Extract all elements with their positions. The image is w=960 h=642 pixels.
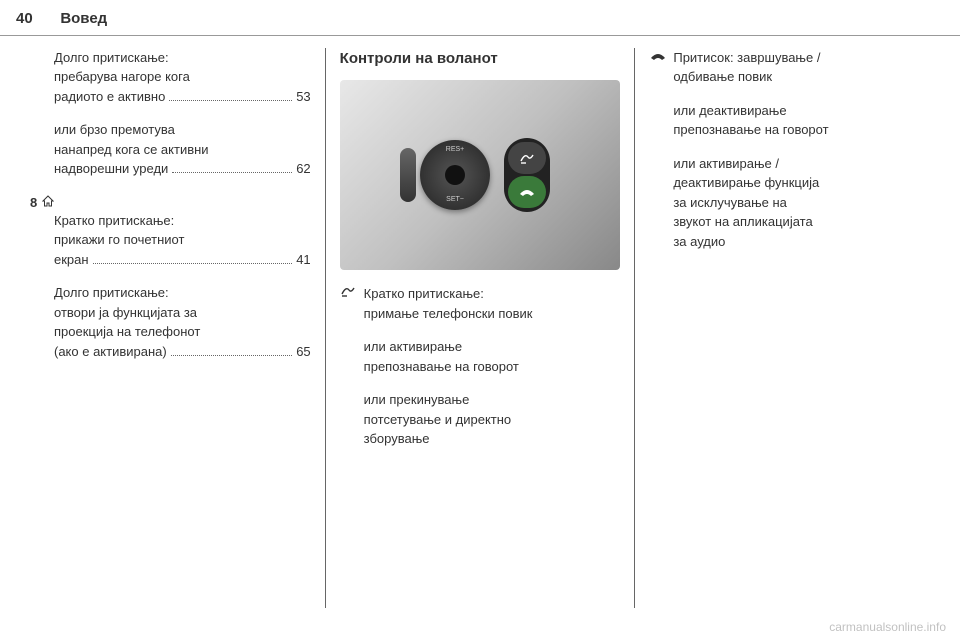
text-line: Притисок: завршување / xyxy=(673,48,930,68)
steering-wheel-image: RES+ SET− xyxy=(340,80,621,270)
page-ref: 62 xyxy=(296,159,310,179)
text-line: пребарува нагоре кога xyxy=(54,67,311,87)
page-ref: 53 xyxy=(296,87,310,107)
chapter-title: Вовед xyxy=(60,10,107,27)
text-block-home-screen: 8 Кратко притискање: прикажи го почетнио… xyxy=(30,193,311,270)
text-block-deactivate-voice: или деактивирање препознавање на говорот xyxy=(649,101,930,140)
text-line: или деактивирање xyxy=(673,101,930,121)
text-line-with-ref: екран 41 xyxy=(54,250,311,270)
item-number: 8 xyxy=(30,193,37,213)
column-left: Долго притискање: пребарува нагоре кога … xyxy=(16,48,325,608)
res-label: RES+ xyxy=(446,145,464,156)
page-number: 40 xyxy=(16,10,33,27)
hangup-button xyxy=(508,176,546,208)
text-block-end-call: Притисок: завршување / одбивање повик xyxy=(649,48,930,87)
text-fragment: екран xyxy=(54,250,89,270)
phone-buttons xyxy=(504,138,550,212)
text-line: нанапред кога се активни xyxy=(54,140,311,160)
text-line-with-ref: (ако е активирана) 65 xyxy=(54,342,311,362)
text-line: Кратко притискање: xyxy=(364,284,621,304)
text-line: деактивирање функција xyxy=(673,173,930,193)
home-icon xyxy=(42,193,54,213)
text-line: Кратко притискање: xyxy=(54,211,311,231)
text-block-fast-forward: или брзо премотува нанапред кога се акти… xyxy=(30,120,311,179)
page-ref: 65 xyxy=(296,342,310,362)
text-block-long-press-radio: Долго притискање: пребарува нагоре кога … xyxy=(30,48,311,107)
text-line: препознавање на говорот xyxy=(364,357,621,377)
directional-pad: RES+ SET− xyxy=(420,140,490,210)
leader-dots xyxy=(93,263,293,264)
text-fragment: (ако е активирана) xyxy=(54,342,167,362)
text-line: за аудио xyxy=(673,232,930,252)
text-block-interrupt-prompt: или прекинување потсетување и директно з… xyxy=(340,390,621,449)
text-line: Долго притискање: xyxy=(54,283,311,303)
text-block-mute-audio: или активирање / деактивирање функција з… xyxy=(649,154,930,252)
column-right: Притисок: завршување / одбивање повик ил… xyxy=(634,48,944,608)
text-line: или активирање / xyxy=(673,154,930,174)
page-ref: 41 xyxy=(296,250,310,270)
text-line: прикажи го почетниот xyxy=(54,230,311,250)
text-block-receive-call: Кратко притискање: примање телефонски по… xyxy=(340,284,621,323)
text-fragment: радиото е активно xyxy=(54,87,165,107)
text-line: звукот на апликацијата xyxy=(673,212,930,232)
voice-button xyxy=(508,142,546,174)
text-line: препознавање на говорот xyxy=(673,120,930,140)
rocker-switch xyxy=(400,148,416,202)
watermark: carmanualsonline.info xyxy=(829,618,946,636)
text-line: Долго притискање: xyxy=(54,48,311,68)
text-line: или брзо премотува xyxy=(54,120,311,140)
leader-dots xyxy=(172,172,292,173)
section-title: Контроли на воланот xyxy=(340,48,621,71)
leader-dots xyxy=(171,355,292,356)
set-label: SET− xyxy=(446,195,464,206)
text-line: или активирање xyxy=(364,337,621,357)
text-line: зборување xyxy=(364,429,621,449)
column-middle: Контроли на воланот RES+ SET− xyxy=(325,48,635,608)
text-line: одбивање повик xyxy=(673,67,930,87)
text-line: потсетување и директно xyxy=(364,410,621,430)
content-columns: Долго притискање: пребарува нагоре кога … xyxy=(0,48,960,608)
hangup-icon xyxy=(649,48,667,68)
leader-dots xyxy=(169,100,292,101)
text-block-activate-voice: или активирање препознавање на говорот xyxy=(340,337,621,376)
voice-icon xyxy=(340,284,356,304)
text-line: за исклучување на xyxy=(673,193,930,213)
text-fragment: надворешни уреди xyxy=(54,159,168,179)
text-line-with-ref: надворешни уреди 62 xyxy=(54,159,311,179)
text-line-with-ref: радиото е активно 53 xyxy=(54,87,311,107)
wheel-controls: RES+ SET− xyxy=(410,130,550,220)
page-header: 40 Вовед xyxy=(0,0,960,36)
text-block-phone-projection: Долго притискање: отвори ја функцијата з… xyxy=(30,283,311,361)
text-line: или прекинување xyxy=(364,390,621,410)
text-line: проекција на телефонот xyxy=(54,322,311,342)
text-line: примање телефонски повик xyxy=(364,304,621,324)
text-line: отвори ја функцијата за xyxy=(54,303,311,323)
